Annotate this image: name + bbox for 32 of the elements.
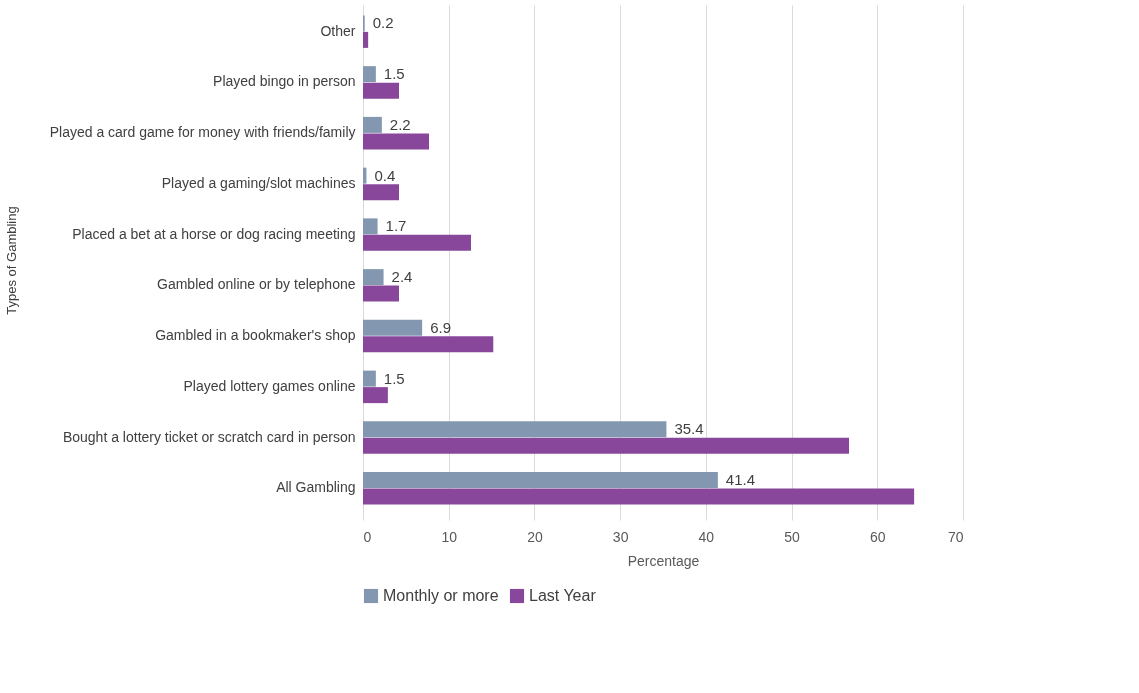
y-tick-label: Played bingo in person	[213, 73, 356, 90]
x-tick-label: 0	[363, 528, 372, 545]
y-tick-label: Gambled in a bookmaker's shop	[155, 327, 356, 344]
data-label: 2.4	[391, 268, 413, 286]
y-tick-label: Placed a bet at a horse or dog racing meeting	[72, 225, 356, 242]
x-tick-label: 10	[441, 528, 458, 545]
data-label: 2.2	[389, 115, 411, 133]
y-tick-label: Played lottery games online	[183, 377, 356, 394]
data-label: 1.5	[383, 65, 405, 83]
legend-label: Monthly or more	[383, 587, 499, 604]
data-label: 0.2	[372, 14, 394, 32]
y-tick-label: Bought a lottery ticket or scratch card in person	[62, 428, 356, 445]
data-label: 41.4	[725, 471, 756, 489]
y-tick-label: Other	[320, 22, 356, 39]
x-tick-label: 20	[527, 528, 543, 545]
data-label: 0.4	[374, 166, 396, 184]
x-tick-label: 40	[698, 528, 715, 545]
x-tick-label: 60	[870, 528, 886, 545]
y-tick-label: Played a card game for money with friends/family	[49, 124, 356, 141]
y-tick-label: Played a gaming/slot machines	[161, 174, 356, 191]
data-label: 6.9	[430, 318, 451, 336]
data-label: 35.4	[674, 420, 704, 438]
y-tick-label: Gambled online or by telephone	[157, 276, 356, 293]
x-axis-title: Percentage	[627, 552, 700, 569]
y-axis-title: Types of Gambling	[3, 206, 19, 315]
y-tick-label: All Gambling	[276, 479, 356, 496]
data-label: 1.5	[383, 369, 405, 387]
legend-label: Last Year	[529, 587, 597, 604]
x-tick-label: 30	[612, 528, 629, 545]
x-tick-label: 50	[784, 528, 801, 545]
data-label: 1.7	[385, 217, 407, 235]
x-tick-label: 70	[947, 528, 964, 545]
